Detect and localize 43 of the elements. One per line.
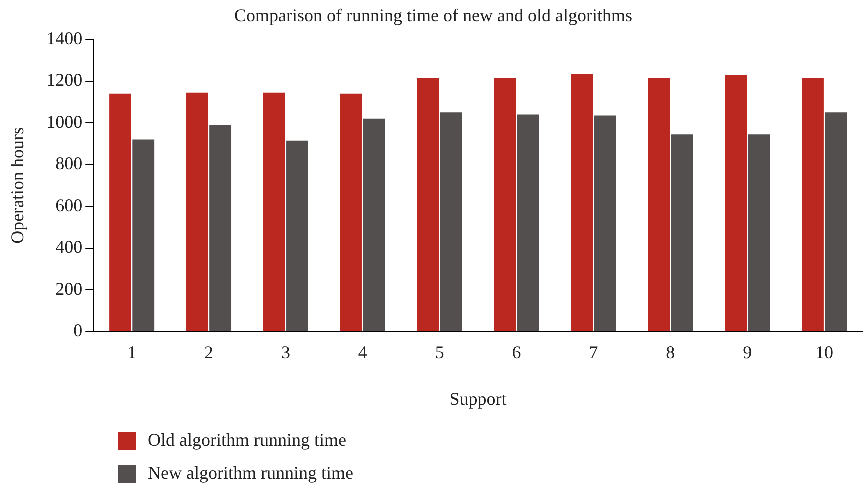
bar [417,78,440,332]
y-tick-label: 600 [56,195,83,216]
x-tick-label: 6 [512,342,522,362]
y-axis-title: Operation hours [8,127,28,244]
bar [594,116,616,332]
legend-label: Old algorithm running time [148,430,346,451]
bar [825,112,848,332]
x-axis-title: Support [450,388,507,409]
x-tick-label: 10 [816,342,834,362]
bar [725,75,748,332]
y-tick-label: 1200 [46,70,83,90]
bar [263,92,286,332]
x-tick-label: 9 [743,342,752,362]
bar [110,94,132,332]
y-tick-label: 1400 [46,28,83,48]
x-tick-label: 5 [435,342,444,362]
bar [494,78,516,332]
bar [648,78,670,332]
x-tick-label: 2 [204,342,214,362]
y-tick-label: 1000 [46,112,83,132]
bar [671,134,694,332]
bar [363,118,386,332]
y-tick-label: 800 [56,154,83,174]
bar [571,74,594,332]
bar [132,140,155,332]
bar [440,112,462,332]
y-tick-label: 0 [74,320,83,341]
bar [210,125,232,332]
y-tick-label: 400 [56,237,83,258]
x-tick-label: 3 [281,342,290,362]
chart-title: Comparison of running time of new and old algorithms [234,6,632,26]
bar [186,92,208,332]
x-tick-label: 8 [666,342,676,362]
x-tick-label: 1 [128,342,137,362]
bar [286,140,308,332]
legend-label: New algorithm running time [148,463,354,484]
x-tick-label: 7 [589,342,598,362]
bar [340,94,362,332]
x-tick-label: 4 [358,342,368,362]
bar [517,114,540,332]
bar [802,78,824,332]
y-tick-label: 200 [56,278,83,299]
bar [748,134,770,332]
